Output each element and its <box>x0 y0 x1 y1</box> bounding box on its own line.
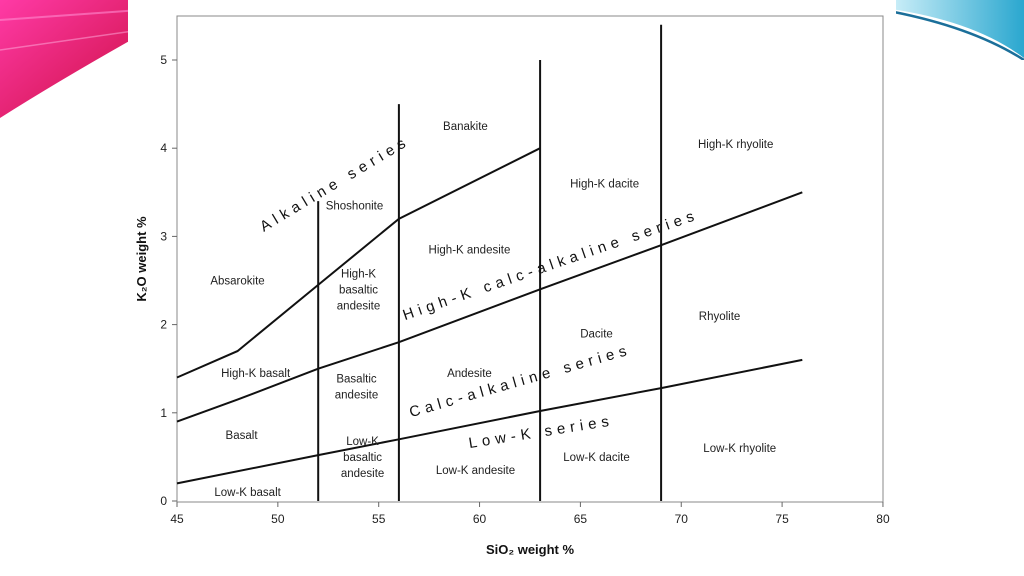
chart-background <box>128 0 896 576</box>
x-tick-label: 60 <box>473 512 487 526</box>
x-tick-label: 45 <box>170 512 184 526</box>
field-label: Basalt <box>226 430 259 442</box>
y-tick-label: 1 <box>160 406 167 420</box>
x-tick-label: 70 <box>675 512 689 526</box>
field-label: Low-K basalt <box>214 487 281 499</box>
field-label: Low-K andesite <box>436 465 515 477</box>
x-axis-title: SiO₂ weight % <box>486 542 575 557</box>
field-label: Basaltic <box>336 373 377 385</box>
field-label: basaltic <box>343 452 382 464</box>
field-label: High-K dacite <box>570 178 639 190</box>
field-label: Absarokite <box>210 276 264 288</box>
field-label: Andesite <box>447 368 492 380</box>
field-label: Shoshonite <box>326 201 384 213</box>
field-label: High-K rhyolite <box>698 139 773 151</box>
y-tick-label: 0 <box>160 494 167 508</box>
field-label: Low-K rhyolite <box>703 443 776 455</box>
x-tick-label: 65 <box>574 512 588 526</box>
field-label: Dacite <box>580 328 613 340</box>
decorative-banner-right <box>884 0 1024 60</box>
field-label: Banakite <box>443 121 488 133</box>
field-label: High-K <box>341 268 376 280</box>
boundary-line-1 <box>176 358 803 485</box>
y-tick-label: 2 <box>160 318 167 332</box>
field-label: basaltic <box>339 284 378 296</box>
field-labels: Absarokite Shoshonite Banakite High-K basal… <box>210 121 776 499</box>
x-tick-label: 80 <box>876 512 890 526</box>
field-label: Rhyolite <box>699 311 741 323</box>
field-label: High-K andesite <box>429 245 511 257</box>
field-label: andesite <box>335 389 378 401</box>
field-label: andesite <box>337 300 380 312</box>
plot-frame <box>176 15 884 503</box>
field-label: High-K basalt <box>221 368 291 380</box>
x-tick-label: 50 <box>271 512 285 526</box>
field-label: Low-K <box>346 436 379 448</box>
x-tick-label: 75 <box>775 512 789 526</box>
x-tick-label: 55 <box>372 512 386 526</box>
boundary-lines <box>176 24 803 501</box>
y-axis-title: K₂O weight % <box>134 216 149 302</box>
y-tick-label: 4 <box>160 141 167 155</box>
y-tick-label: 5 <box>160 53 167 67</box>
field-label: Low-K dacite <box>563 452 629 464</box>
y-tick-label: 3 <box>160 229 167 243</box>
field-label: andesite <box>341 468 384 480</box>
decorative-banner-left <box>0 0 140 118</box>
